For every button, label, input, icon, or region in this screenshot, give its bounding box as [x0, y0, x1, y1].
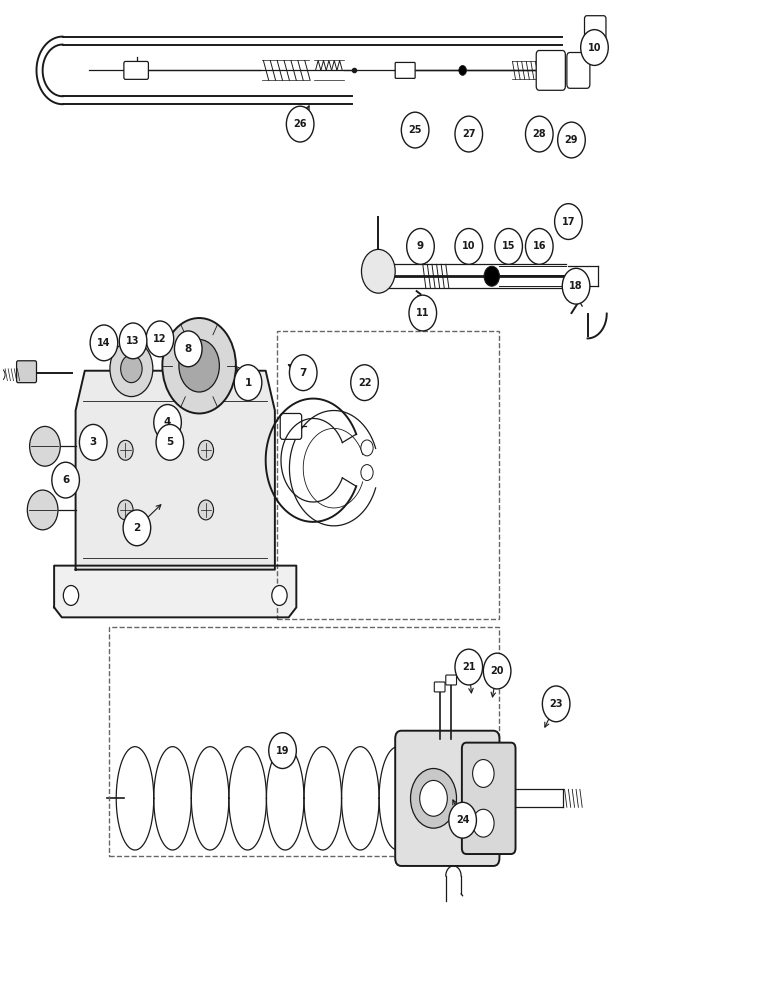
Circle shape	[411, 768, 456, 828]
FancyBboxPatch shape	[584, 16, 606, 44]
FancyBboxPatch shape	[462, 743, 516, 854]
Text: 4: 4	[164, 417, 171, 427]
Circle shape	[27, 490, 58, 530]
Circle shape	[543, 686, 570, 722]
Circle shape	[554, 204, 582, 239]
Circle shape	[557, 122, 585, 158]
Circle shape	[120, 355, 142, 383]
Circle shape	[409, 295, 437, 331]
Circle shape	[455, 649, 482, 685]
FancyBboxPatch shape	[567, 52, 590, 88]
Text: 24: 24	[456, 815, 469, 825]
Circle shape	[0, 369, 5, 381]
Text: 18: 18	[569, 281, 583, 291]
Text: 22: 22	[357, 378, 371, 388]
Circle shape	[459, 65, 466, 75]
Text: 29: 29	[565, 135, 578, 145]
Circle shape	[484, 266, 499, 286]
Circle shape	[174, 331, 202, 367]
Circle shape	[63, 586, 79, 605]
Circle shape	[495, 229, 523, 264]
FancyBboxPatch shape	[395, 62, 415, 78]
FancyBboxPatch shape	[124, 61, 148, 79]
Text: 10: 10	[587, 43, 601, 53]
Circle shape	[123, 510, 151, 546]
Text: 12: 12	[153, 334, 167, 344]
Text: 16: 16	[533, 241, 546, 251]
Circle shape	[526, 229, 553, 264]
Circle shape	[420, 780, 447, 816]
Text: 9: 9	[417, 241, 424, 251]
FancyBboxPatch shape	[280, 413, 302, 439]
Circle shape	[472, 809, 494, 837]
Circle shape	[361, 440, 373, 456]
Circle shape	[562, 268, 590, 304]
Text: 10: 10	[462, 241, 476, 251]
Text: 5: 5	[166, 437, 174, 447]
Polygon shape	[54, 566, 296, 617]
Circle shape	[80, 424, 107, 460]
Circle shape	[29, 426, 60, 466]
Circle shape	[52, 462, 80, 498]
FancyBboxPatch shape	[395, 731, 499, 866]
FancyBboxPatch shape	[445, 675, 456, 685]
Bar	[277, 331, 499, 619]
Circle shape	[154, 405, 181, 440]
Text: 27: 27	[462, 129, 476, 139]
FancyBboxPatch shape	[435, 682, 445, 692]
Circle shape	[179, 339, 219, 392]
Text: 11: 11	[416, 308, 429, 318]
Polygon shape	[76, 371, 275, 570]
FancyBboxPatch shape	[16, 361, 36, 383]
Text: 23: 23	[550, 699, 563, 709]
Text: 8: 8	[185, 344, 192, 354]
Text: 20: 20	[490, 666, 504, 676]
Circle shape	[526, 116, 553, 152]
Text: 28: 28	[533, 129, 546, 139]
Text: 13: 13	[127, 336, 140, 346]
Circle shape	[401, 112, 429, 148]
Text: 25: 25	[408, 125, 422, 135]
Circle shape	[286, 106, 314, 142]
Text: 6: 6	[62, 475, 69, 485]
Circle shape	[118, 440, 133, 460]
Bar	[109, 627, 499, 856]
Circle shape	[290, 355, 317, 391]
Circle shape	[483, 653, 511, 689]
Circle shape	[90, 325, 118, 361]
Circle shape	[581, 30, 608, 65]
Circle shape	[156, 424, 184, 460]
Circle shape	[361, 465, 373, 480]
Circle shape	[110, 341, 153, 397]
Circle shape	[350, 365, 378, 401]
Circle shape	[162, 318, 236, 413]
Text: 26: 26	[293, 119, 307, 129]
FancyBboxPatch shape	[537, 51, 565, 90]
Circle shape	[146, 321, 174, 357]
Circle shape	[472, 760, 494, 787]
Text: 7: 7	[300, 368, 307, 378]
Circle shape	[198, 500, 214, 520]
Circle shape	[361, 249, 395, 293]
Text: 17: 17	[562, 217, 575, 227]
Text: 14: 14	[97, 338, 110, 348]
Text: 21: 21	[462, 662, 476, 672]
Circle shape	[272, 586, 287, 605]
Text: 15: 15	[502, 241, 516, 251]
Circle shape	[269, 733, 296, 768]
Circle shape	[455, 229, 482, 264]
Text: 3: 3	[90, 437, 96, 447]
Circle shape	[455, 116, 482, 152]
Text: 1: 1	[245, 378, 252, 388]
Circle shape	[407, 229, 435, 264]
Circle shape	[234, 365, 262, 401]
Circle shape	[198, 440, 214, 460]
Circle shape	[449, 802, 476, 838]
Text: 2: 2	[134, 523, 141, 533]
Text: 19: 19	[276, 746, 290, 756]
Circle shape	[118, 500, 133, 520]
Circle shape	[120, 323, 147, 359]
